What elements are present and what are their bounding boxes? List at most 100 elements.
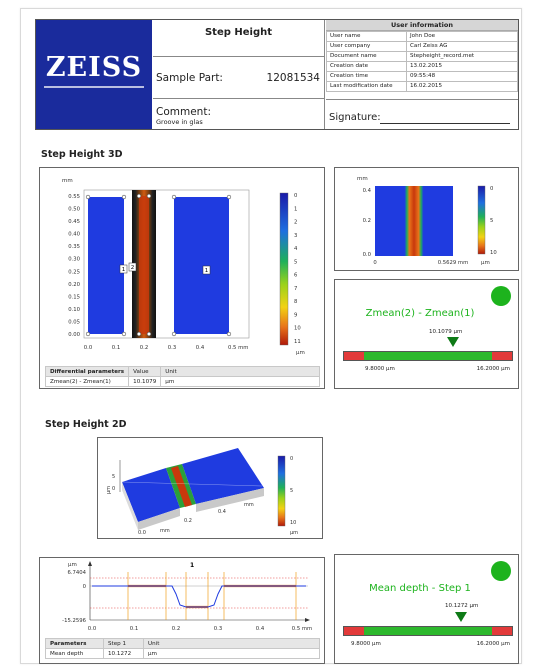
color-tick-label: 10 bbox=[294, 326, 301, 332]
user-info-label: Document name bbox=[326, 50, 407, 63]
y-tick-label: 0.35 bbox=[68, 244, 80, 250]
x-tick-label: 0.4 bbox=[196, 345, 205, 351]
y-tick-label: 0.55 bbox=[68, 194, 80, 200]
color-tick-label: 7 bbox=[294, 286, 297, 292]
tolerance-bar-high bbox=[492, 352, 512, 360]
color-scale-unit: µm bbox=[296, 350, 305, 356]
pass-indicator-icon bbox=[491, 286, 511, 306]
thumb-color-tick: 10 bbox=[490, 250, 497, 256]
comment-cell: Comment: Groove in glas bbox=[153, 99, 325, 129]
region-plate-right bbox=[174, 197, 229, 334]
tolerance-bar bbox=[343, 626, 513, 636]
value-pointer-icon bbox=[455, 612, 467, 622]
thumb-color-tick: 5 bbox=[490, 218, 493, 224]
profile-params-header: Parameters Step 1 Unit bbox=[45, 638, 320, 649]
x-tick-label: 0.5 mm bbox=[228, 345, 248, 351]
color-tick-label: 11 bbox=[294, 339, 301, 345]
svg-text:0.4: 0.4 bbox=[218, 509, 226, 515]
user-info-row: Last modification date 16.02.2015 bbox=[326, 81, 518, 93]
color-scale-bar bbox=[279, 192, 289, 346]
user-info-label: Creation date bbox=[326, 61, 407, 73]
user-info-row: User name John Doe bbox=[326, 30, 518, 42]
user-info-table: User name John Doe User company Carl Zeiss … bbox=[326, 30, 518, 93]
zeiss-logo: ZEISS bbox=[36, 20, 152, 129]
color-tick-label: 8 bbox=[294, 299, 298, 305]
color-tick-label: 1 bbox=[294, 206, 297, 212]
user-info-row: Document name Stepheight_record.met bbox=[326, 50, 518, 63]
y-unit-label: mm bbox=[62, 178, 73, 184]
user-info-label: Last modification date bbox=[326, 81, 407, 93]
tolerance-bar-low bbox=[344, 352, 364, 360]
params-header-row: Differential parameters Value Unit bbox=[44, 366, 320, 377]
tolerance-bar bbox=[343, 351, 513, 361]
user-info-value: Carl Zeiss AG bbox=[406, 40, 518, 52]
perspective-view: µm 0 5 0.0 0.2 0.4 mm mm 0 5 10 µm bbox=[106, 448, 298, 536]
thumb-y-tick: 0.2 bbox=[363, 218, 371, 224]
profile-x-tick: 0.4 bbox=[256, 626, 265, 632]
user-info-row: Creation date 13.02.2015 bbox=[326, 61, 518, 73]
svg-text:2: 2 bbox=[131, 265, 135, 271]
panel-profile: µm 1 6.7404 0 -15 bbox=[39, 557, 325, 664]
value-pointer-icon bbox=[447, 337, 459, 347]
sample-part-value: 12081534 bbox=[266, 72, 320, 84]
tolerance-max: 16.2000 µm bbox=[476, 641, 510, 647]
header-title-cell: Step Height bbox=[153, 20, 325, 57]
slab-left bbox=[122, 468, 180, 522]
signature-line bbox=[380, 123, 510, 124]
thumb-color-tick: 0 bbox=[490, 186, 494, 192]
user-info-value: 09:55:48 bbox=[406, 71, 518, 83]
tolerance-value: 10.1272 µm bbox=[445, 603, 479, 609]
differential-params-table: Differential parameters Value Unit Zmean… bbox=[44, 366, 320, 387]
y-tick-label: 0.50 bbox=[68, 207, 80, 213]
logo-text: ZEISS bbox=[45, 52, 143, 83]
params-data-row: Zmean(2) - Zmean(1) 10.1079 µm bbox=[44, 376, 320, 387]
x-tick-label: 0.2 bbox=[140, 345, 148, 351]
thumb-y-unit: mm bbox=[357, 176, 368, 182]
thumb-x-tick: 0.5629 mm bbox=[438, 260, 469, 266]
thumb-color-scale bbox=[477, 185, 486, 255]
user-info-value: 16.02.2015 bbox=[406, 81, 518, 93]
tolerance-min: 9.8000 µm bbox=[351, 641, 381, 647]
user-info-row: Creation time 09:55:48 bbox=[326, 71, 518, 83]
thumb-x-tick: 0 bbox=[373, 260, 377, 266]
user-info-value: John Doe bbox=[406, 30, 518, 42]
signature-label: Signature: bbox=[329, 112, 381, 123]
profile-line bbox=[92, 585, 306, 608]
report-header: ZEISS Step Height Sample Part: 12081534 … bbox=[35, 19, 519, 130]
profile-y-tick: -15.2596 bbox=[62, 618, 86, 624]
section-title-3d: Step Height 3D bbox=[41, 149, 123, 160]
groove-red-band bbox=[139, 196, 149, 334]
perspective-color-tick: 5 bbox=[290, 488, 293, 494]
profile-x-tick: 0.1 bbox=[130, 626, 138, 632]
user-info-value: 13.02.2015 bbox=[406, 61, 518, 73]
color-tick-label: 6 bbox=[294, 273, 298, 279]
thumb-plot bbox=[375, 186, 453, 256]
user-info-value: Stepheight_record.met bbox=[406, 50, 518, 63]
y-tick-label: 0.20 bbox=[68, 282, 80, 288]
color-tick-label: 5 bbox=[294, 259, 297, 265]
panel-3d-topview: mm 0.55 0.50 0.45 0.40 0.35 0.30 0.25 0.20 0.15 0… bbox=[39, 167, 325, 389]
profile-marker-label: 1 bbox=[190, 562, 194, 569]
tolerance-max: 16.2000 µm bbox=[476, 366, 510, 372]
svg-text:0.0: 0.0 bbox=[138, 530, 146, 536]
color-tick-label: 3 bbox=[294, 233, 297, 239]
report-title: Step Height bbox=[204, 27, 273, 38]
tolerance-title: Zmean(2) - Zmean(1) bbox=[365, 308, 475, 319]
sample-part-label: Sample Part: bbox=[156, 72, 223, 84]
region-plate-left bbox=[88, 197, 124, 334]
slab-right bbox=[182, 448, 264, 504]
perspective-depth-unit: mm bbox=[244, 502, 254, 508]
tolerance-title: Mean depth - Step 1 bbox=[369, 583, 471, 594]
thumb-y-tick: 0.4 bbox=[363, 188, 372, 194]
y-tick-label: 0.45 bbox=[68, 219, 80, 225]
color-tick-label: 9 bbox=[294, 312, 297, 318]
sample-part-cell: Sample Part: 12081534 bbox=[153, 57, 325, 99]
comment-label: Comment: bbox=[156, 106, 211, 118]
y-tick-label: 0.30 bbox=[68, 257, 80, 263]
user-info-panel: User information User name John Doe User c… bbox=[326, 20, 518, 93]
color-tick-label: 2 bbox=[294, 220, 297, 226]
region-label-left: 1 bbox=[119, 264, 128, 274]
svg-text:0: 0 bbox=[112, 486, 115, 492]
thumb-color-unit: µm bbox=[481, 260, 490, 266]
